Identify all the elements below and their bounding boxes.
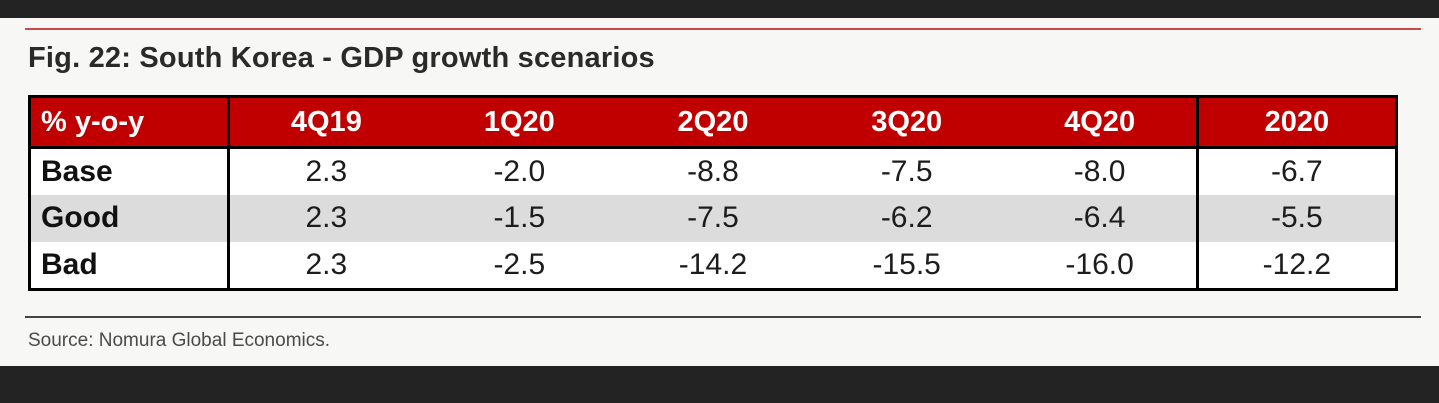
table-cell: 2.3 [227, 195, 423, 242]
table-cell: 2.3 [227, 147, 423, 196]
header-row: % y-o-y 4Q19 1Q20 2Q20 3Q20 4Q20 2020 [31, 98, 1395, 149]
table-cell: -6.4 [1003, 195, 1198, 242]
figure-panel: Fig. 22: South Korea - GDP growth scenar… [0, 18, 1439, 366]
figure-title: Fig. 22: South Korea - GDP growth scenar… [28, 42, 655, 74]
scenario-grid: % y-o-y 4Q19 1Q20 2Q20 3Q20 4Q20 2020 Ba… [31, 98, 1395, 288]
table-cell: -16.0 [1003, 241, 1198, 288]
table-cell: 2.3 [227, 241, 423, 288]
table-cell: -7.5 [616, 195, 810, 242]
row-label: Base [31, 147, 229, 196]
header-cell: 1Q20 [422, 98, 617, 149]
table-cell: -2.0 [422, 147, 617, 196]
table-cell: -1.5 [422, 195, 617, 242]
header-cell: 3Q20 [809, 98, 1004, 149]
top-rule [25, 28, 1421, 30]
header-cell: 2020 [1195, 98, 1395, 149]
header-cell: 4Q20 [1003, 98, 1198, 149]
row-label: Good [31, 195, 229, 242]
table-cell: -6.2 [809, 195, 1004, 242]
header-cell: 4Q19 [227, 98, 423, 149]
table-cell: -6.7 [1195, 147, 1395, 196]
header-cell: 2Q20 [616, 98, 810, 149]
table-row: Good 2.3 -1.5 -7.5 -6.2 -6.4 -5.5 [31, 195, 1395, 242]
table-cell: -15.5 [809, 241, 1004, 288]
scenario-table: % y-o-y 4Q19 1Q20 2Q20 3Q20 4Q20 2020 Ba… [28, 95, 1398, 291]
table-cell: -8.8 [616, 147, 810, 196]
table-cell: -8.0 [1003, 147, 1198, 196]
table-row: Base 2.3 -2.0 -8.8 -7.5 -8.0 -6.7 [31, 147, 1395, 196]
table-cell: -14.2 [616, 241, 810, 288]
table-cell: -2.5 [422, 241, 617, 288]
row-label: Bad [31, 241, 229, 288]
table-cell: -12.2 [1195, 241, 1395, 288]
source-note: Source: Nomura Global Economics. [28, 330, 331, 351]
table-row: Bad 2.3 -2.5 -14.2 -15.5 -16.0 -12.2 [31, 241, 1395, 288]
bottom-rule [25, 316, 1421, 318]
table-cell: -5.5 [1195, 195, 1395, 242]
table-cell: -7.5 [809, 147, 1004, 196]
header-cell: % y-o-y [31, 98, 229, 149]
